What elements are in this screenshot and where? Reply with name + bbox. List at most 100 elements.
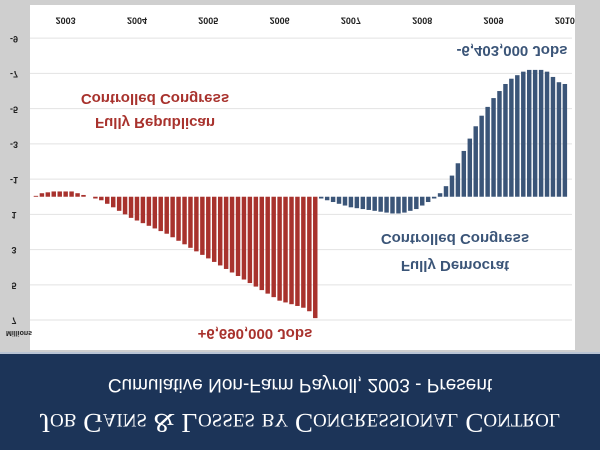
bar <box>390 196 395 214</box>
bar <box>414 196 419 210</box>
bar <box>425 196 431 203</box>
bar <box>384 196 389 213</box>
bar <box>206 196 211 259</box>
bar <box>556 82 562 197</box>
bar <box>223 196 229 269</box>
bar <box>515 75 520 197</box>
bar <box>289 196 294 305</box>
bar <box>69 191 74 197</box>
bar <box>307 196 312 312</box>
bar <box>93 196 98 199</box>
bar <box>45 192 51 197</box>
bar <box>330 196 336 203</box>
bar <box>158 196 163 232</box>
bar <box>503 83 508 197</box>
bar <box>182 196 187 245</box>
annotation: Controlled Congress <box>81 90 229 107</box>
bar <box>253 196 259 287</box>
y-tick-label: -1 <box>10 175 18 185</box>
bar <box>538 69 544 197</box>
bar <box>372 196 377 211</box>
bar <box>378 196 383 212</box>
bar <box>271 196 276 298</box>
bar <box>57 191 62 197</box>
bar <box>63 191 68 197</box>
annotation: Fully Democrat <box>401 257 509 274</box>
bar <box>461 150 467 197</box>
bar <box>396 196 401 214</box>
y-tick-label: -7 <box>10 69 18 79</box>
bar <box>431 196 437 199</box>
bar <box>134 196 140 221</box>
bar <box>170 196 175 238</box>
bar <box>75 193 80 197</box>
y-tick-label: 3 <box>11 245 16 255</box>
y-tick-label: -3 <box>10 140 18 150</box>
bar <box>532 69 538 197</box>
bar <box>140 196 146 224</box>
bar <box>301 196 306 308</box>
bar <box>229 196 235 273</box>
annotation: +6,690,000 Jobs <box>198 325 313 342</box>
bar <box>521 71 526 197</box>
bar <box>39 193 45 197</box>
bar <box>491 98 496 197</box>
annotation: -6,403,000 Jobs <box>457 42 568 59</box>
bar <box>509 78 514 197</box>
bar <box>194 196 199 252</box>
bar <box>318 196 324 199</box>
bar <box>176 196 181 241</box>
bar <box>366 196 371 210</box>
x-tick-label: 2009 <box>484 16 504 26</box>
bar <box>437 193 443 197</box>
annotation: Fully Republican <box>95 114 215 131</box>
bar <box>217 196 223 266</box>
bar <box>360 196 366 210</box>
y-axis-label: Millions <box>6 329 32 336</box>
bar <box>105 196 110 204</box>
bar <box>164 196 169 234</box>
bar <box>497 91 502 197</box>
bar <box>455 163 461 197</box>
x-tick-label: 2004 <box>127 16 147 26</box>
x-tick-label: 2006 <box>270 16 290 26</box>
bar <box>336 196 342 204</box>
bar <box>81 194 86 197</box>
bar <box>443 186 449 197</box>
bar <box>283 196 288 303</box>
bar <box>265 196 270 294</box>
bar <box>473 126 478 197</box>
bar <box>33 195 39 197</box>
bar <box>110 196 116 208</box>
bar <box>51 191 56 197</box>
bar <box>313 196 318 319</box>
bar <box>241 196 247 280</box>
x-tick-label: 2010 <box>555 16 575 26</box>
y-tick-label: -9 <box>10 34 18 44</box>
bar <box>247 196 253 284</box>
x-tick-label: 2007 <box>341 16 361 26</box>
bar <box>449 175 455 197</box>
bar <box>348 196 354 208</box>
chart-subtitle: Cumulative Non-Farm Payroll, 2003 - Pres… <box>108 374 493 395</box>
x-tick-label: 2003 <box>56 16 76 26</box>
bar <box>562 83 568 197</box>
y-tick-label: -5 <box>10 104 18 114</box>
bar <box>188 196 193 248</box>
bar <box>342 196 348 206</box>
x-tick-label: 2005 <box>198 16 218 26</box>
chart-title: Job Gains & Losses by Congressional Cont… <box>40 408 561 438</box>
bar <box>408 196 413 211</box>
bar <box>235 196 241 277</box>
bar <box>277 196 282 301</box>
bar <box>128 196 134 218</box>
x-tick-label: 2008 <box>412 16 432 26</box>
bar <box>354 196 360 209</box>
title-banner <box>0 354 600 450</box>
bar <box>152 196 158 229</box>
bar <box>550 76 556 197</box>
bar <box>146 196 152 226</box>
bar <box>526 69 532 197</box>
